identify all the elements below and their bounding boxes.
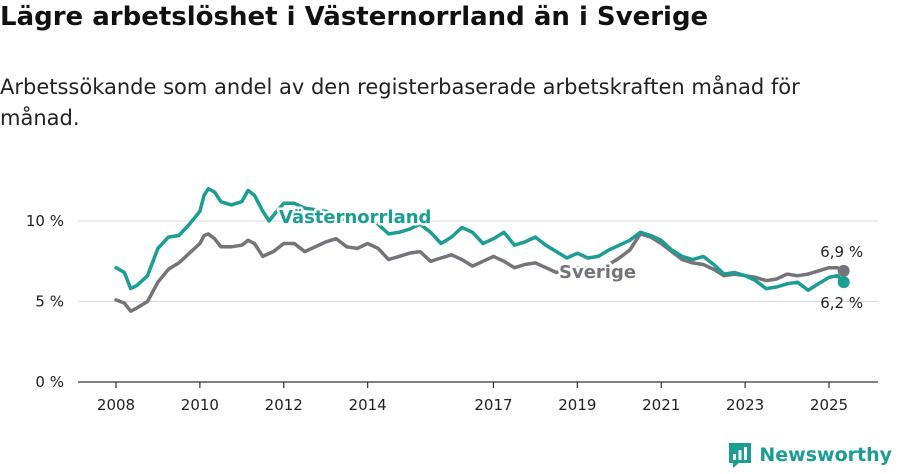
x-tick-label: 2019 xyxy=(558,396,596,414)
series-line-sverige xyxy=(114,232,846,313)
x-tick-label: 2021 xyxy=(642,396,680,414)
series-label-vasternorrland: Västernorrland xyxy=(279,207,431,228)
series-lines xyxy=(114,187,850,313)
chart-logo-icon xyxy=(729,443,752,468)
y-tick-label: 10 % xyxy=(26,212,64,230)
newsworthy-logo: Newsworthy xyxy=(727,440,892,470)
chart-subtitle: Arbetssökande som andel av den registerb… xyxy=(0,75,800,130)
x-tick-label: 2014 xyxy=(349,396,387,414)
series-line-vasternorrland xyxy=(114,187,846,292)
x-axis: 2008 2010 2012 2014 2017 2019 2021 2023 2025 xyxy=(78,381,878,414)
y-tick-label: 0 % xyxy=(35,373,64,391)
chart-title: Lägre arbetslöshet i Västernorrland än i… xyxy=(0,2,709,32)
series-label-sverige: Sverige xyxy=(559,262,636,283)
end-label-vasternorrland: 6,2 % xyxy=(820,294,863,312)
x-tick-label: 2008 xyxy=(97,396,135,414)
y-axis: 0 % 5 % 10 % xyxy=(26,212,64,391)
x-tick-label: 2025 xyxy=(810,396,848,414)
series-labels: Västernorrland Sverige 6,9 % 6,2 % xyxy=(277,205,864,313)
y-tick-label: 5 % xyxy=(35,293,64,311)
brand-name: Newsworthy xyxy=(759,444,892,466)
grid-lines xyxy=(78,220,878,302)
x-tick-label: 2017 xyxy=(474,396,512,414)
end-label-sverige: 6,9 % xyxy=(820,243,863,261)
series-end-dot xyxy=(837,276,850,289)
x-tick-label: 2012 xyxy=(265,396,303,414)
x-tick-label: 2023 xyxy=(726,396,764,414)
x-tick-label: 2010 xyxy=(181,396,219,414)
series-end-dot xyxy=(837,264,850,277)
